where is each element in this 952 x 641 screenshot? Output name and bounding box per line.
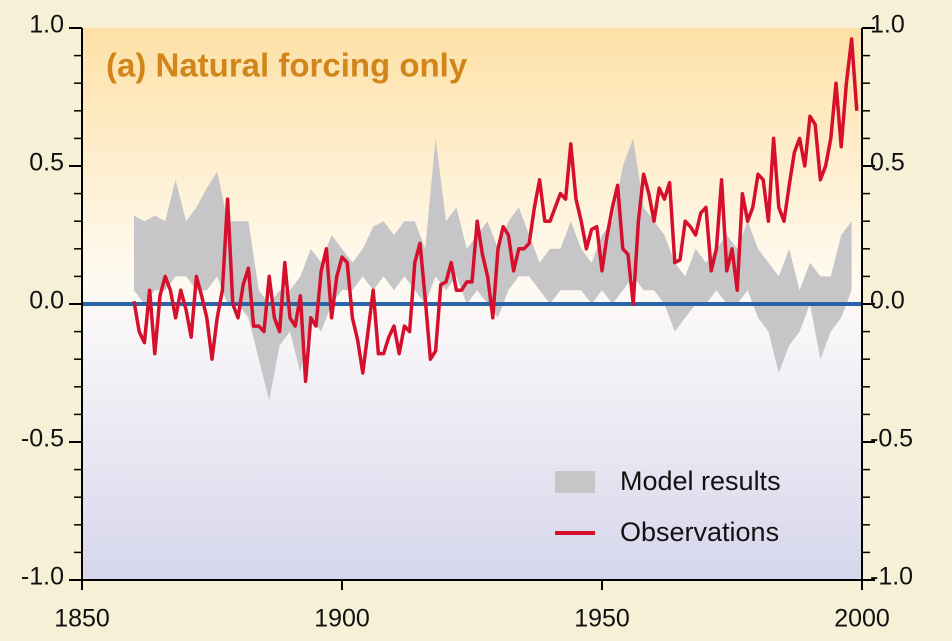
y2-tick-label: 0.0 [870, 287, 905, 315]
x-tick-label: 1850 [54, 605, 110, 633]
legend-label: Observations [620, 517, 779, 547]
y2-tick-label: 0.5 [870, 149, 905, 177]
model-band [134, 138, 852, 401]
y-tick-label: -0.5 [21, 425, 64, 453]
x-tick-label: 1900 [314, 605, 370, 633]
observations-line [132, 37, 859, 384]
y-tick-label: 0.0 [29, 287, 64, 315]
legend-swatch [555, 471, 595, 493]
y-tick-label: 0.5 [29, 149, 64, 177]
y2-tick-label: -0.5 [870, 425, 913, 453]
legend-label: Model results [620, 466, 781, 496]
y-tick-label: -1.0 [21, 563, 64, 591]
y2-tick-label: 1.0 [870, 11, 905, 39]
x-tick-label: 1950 [574, 605, 630, 633]
x-tick-label: 2000 [834, 605, 890, 633]
chart-title: (a) Natural forcing only [106, 47, 468, 84]
y2-tick-label: -1.0 [870, 563, 913, 591]
y-tick-label: 1.0 [29, 11, 64, 39]
